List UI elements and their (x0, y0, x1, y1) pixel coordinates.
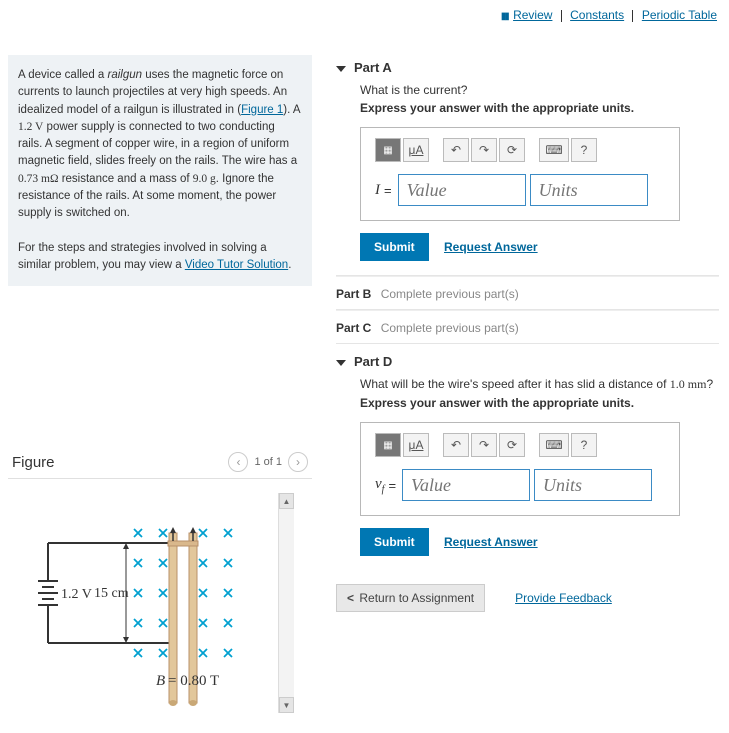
reset-icon[interactable]: ⟳ (499, 138, 525, 162)
undo-icon[interactable]: ↶ (443, 138, 469, 162)
part-c-locked-text: Complete previous part(s) (381, 321, 519, 335)
video-tutor-link[interactable]: Video Tutor Solution (185, 259, 288, 271)
chevron-left-icon: < (347, 591, 354, 605)
mu-a-icon[interactable]: μA (403, 138, 429, 162)
part-b-locked: Part B Complete previous part(s) (336, 276, 719, 309)
template-icon[interactable]: ▦ (375, 433, 401, 457)
periodic-table-link[interactable]: Periodic Table (642, 8, 717, 22)
intro-text-4: power supply is connected to two conduct… (18, 121, 297, 168)
keyboard-icon[interactable]: ⌨ (539, 433, 569, 457)
part-d-units-input[interactable] (534, 469, 652, 501)
part-d-header[interactable]: Part D (336, 344, 719, 377)
part-b-locked-text: Complete previous part(s) (381, 287, 519, 301)
intro-text-5: resistance and a mass of (59, 173, 193, 185)
scroll-up-icon[interactable]: ▲ (279, 493, 294, 509)
figure-title: Figure (12, 454, 55, 471)
svg-text:B: B (156, 673, 165, 689)
part-a-submit-button[interactable]: Submit (360, 233, 429, 261)
problem-intro: A device called a railgun uses the magne… (8, 55, 312, 286)
equals-sign: = (388, 478, 396, 493)
part-a-value-input[interactable] (398, 174, 526, 206)
mu-a-icon[interactable]: μA (403, 433, 429, 457)
svg-text:1.2 V: 1.2 V (61, 587, 92, 602)
resistance-value: 0.73 mΩ (18, 173, 59, 185)
redo-icon[interactable]: ↷ (471, 138, 497, 162)
part-c-locked: Part C Complete previous part(s) (336, 310, 719, 343)
part-d-question: What will be the wire's speed after it h… (360, 377, 719, 392)
part-a-header[interactable]: Part A (336, 50, 719, 83)
scroll-down-icon[interactable]: ▼ (279, 697, 294, 713)
caret-down-icon (336, 360, 346, 366)
divider (632, 10, 633, 22)
part-a-units-input[interactable] (530, 174, 648, 206)
figure-pager-text: 1 of 1 (254, 456, 282, 468)
distance-value: 1.0 mm (670, 377, 707, 391)
intro-text-1: A device called a (18, 69, 108, 81)
figure-prev-button[interactable]: ‹ (228, 452, 248, 472)
part-d-answer-box: ▦ μA ↶ ↷ ⟳ ⌨ ? vf = (360, 422, 680, 516)
railgun-italic: railgun (108, 69, 143, 81)
provide-feedback-link[interactable]: Provide Feedback (515, 591, 612, 605)
part-a-question: What is the current? (360, 83, 719, 97)
template-icon[interactable]: ▦ (375, 138, 401, 162)
intro-text-8: . (288, 259, 291, 271)
constants-link[interactable]: Constants (570, 8, 624, 22)
part-d-request-answer-link[interactable]: Request Answer (444, 535, 538, 549)
intro-text-3: ). A (283, 104, 300, 116)
reset-icon[interactable]: ⟳ (499, 433, 525, 457)
figure-1-link[interactable]: Figure 1 (241, 104, 283, 116)
part-a-label: Part A (354, 60, 392, 75)
scroll-track[interactable] (279, 509, 294, 697)
review-link[interactable]: Review (513, 8, 552, 22)
part-d-submit-button[interactable]: Submit (360, 528, 429, 556)
svg-text:= 0.80 T: = 0.80 T (168, 673, 219, 689)
equals-sign: = (384, 183, 392, 198)
return-to-assignment-button[interactable]: < Return to Assignment (336, 584, 485, 612)
divider (561, 10, 562, 22)
keyboard-icon[interactable]: ⌨ (539, 138, 569, 162)
svg-text:15 cm: 15 cm (94, 586, 129, 601)
figure-diagram: 1.2 V (8, 493, 278, 713)
caret-down-icon (336, 66, 346, 72)
part-a-instruction: Express your answer with the appropriate… (360, 101, 719, 115)
help-icon[interactable]: ? (571, 138, 597, 162)
undo-icon[interactable]: ↶ (443, 433, 469, 457)
part-c-label: Part C (336, 321, 371, 335)
top-links: ▮▮ Review Constants Periodic Table (320, 0, 729, 22)
part-a-request-answer-link[interactable]: Request Answer (444, 240, 538, 254)
part-b-label: Part B (336, 287, 371, 301)
part-a-answer-box: ▦ μA ↶ ↷ ⟳ ⌨ ? I = (360, 127, 680, 221)
mass-value: 9.0 g (193, 173, 216, 185)
voltage-value: 1.2 V (18, 121, 43, 133)
variable-vf: vf (375, 476, 384, 495)
help-icon[interactable]: ? (571, 433, 597, 457)
redo-icon[interactable]: ↷ (471, 433, 497, 457)
figure-next-button[interactable]: › (288, 452, 308, 472)
figure-scrollbar[interactable]: ▲ ▼ (278, 493, 294, 713)
part-d-value-input[interactable] (402, 469, 530, 501)
variable-i: I (375, 182, 380, 199)
figure-pager: ‹ 1 of 1 › (228, 452, 308, 472)
part-d-label: Part D (354, 354, 392, 369)
part-d-instruction: Express your answer with the appropriate… (360, 396, 719, 410)
pause-icon: ▮▮ (501, 11, 508, 22)
